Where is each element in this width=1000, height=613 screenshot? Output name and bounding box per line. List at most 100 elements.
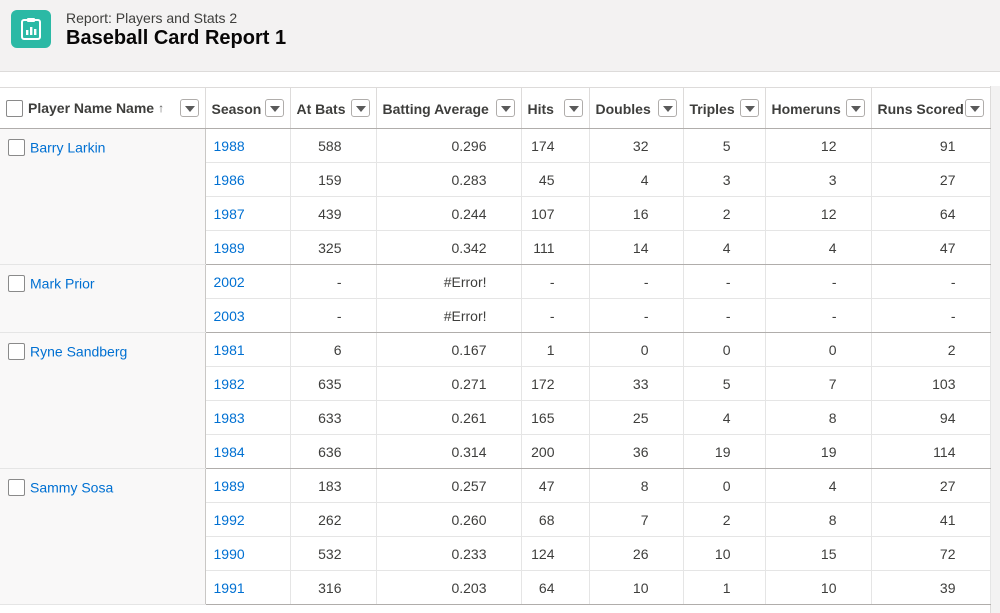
cell-homeruns: 3: [765, 162, 872, 197]
cell-runs: 39: [871, 570, 991, 605]
cell-runs: 72: [871, 536, 991, 571]
cell-triples: 19: [683, 434, 766, 469]
column-menu-chevron-down-icon[interactable]: [964, 99, 984, 117]
cell-at-bats: 325: [290, 230, 377, 265]
cell-avg: 0.203: [376, 570, 522, 605]
column-header-homeruns[interactable]: Homeruns: [765, 87, 872, 129]
table-row: 1982 635 0.271 172 33 5 7 103: [0, 366, 991, 401]
column-menu-chevron-down-icon[interactable]: [350, 99, 370, 117]
table-row: Mark Prior 2002- #Error! - - - - -: [0, 264, 991, 333]
row-checkbox[interactable]: [8, 478, 25, 496]
column-menu-chevron-down-icon[interactable]: [845, 99, 865, 117]
column-header-hits[interactable]: Hits: [521, 87, 590, 129]
cell-hits: -: [521, 298, 590, 333]
column-header-avg[interactable]: Batting Average: [376, 87, 522, 129]
player-name-link[interactable]: Sammy Sosa: [30, 479, 114, 496]
player-group-cell: Sammy Sosa: [0, 468, 206, 605]
season-link[interactable]: 1989: [205, 230, 291, 265]
table-row: 2003- #Error! - - - - -: [0, 298, 991, 333]
cell-avg: 0.257: [376, 468, 522, 503]
season-link[interactable]: 1981: [205, 332, 291, 367]
season-link[interactable]: 1987: [205, 196, 291, 231]
cell-runs: 64: [871, 196, 991, 231]
report-icon: [11, 10, 51, 48]
column-header-doubles[interactable]: Doubles: [589, 87, 684, 129]
season-link[interactable]: 2003: [205, 298, 291, 333]
sort-ascending-icon[interactable]: ↑: [158, 101, 165, 116]
cell-homeruns: 12: [765, 196, 872, 231]
cell-doubles: 10: [589, 570, 684, 605]
cell-doubles: 26: [589, 536, 684, 571]
player-name-link[interactable]: Ryne Sandberg: [30, 343, 128, 360]
season-link[interactable]: 1990: [205, 536, 291, 571]
cell-doubles: 14: [589, 230, 684, 265]
column-menu-chevron-down-icon[interactable]: [264, 99, 284, 117]
cell-triples: -: [683, 264, 766, 299]
column-menu-chevron-down-icon[interactable]: [657, 99, 677, 117]
cell-hits: 111: [521, 230, 590, 265]
column-header-label: Homeruns: [771, 100, 841, 117]
cell-at-bats: 183: [290, 468, 377, 503]
season-link[interactable]: 1988: [205, 128, 291, 163]
cell-doubles: 36: [589, 434, 684, 469]
cell-at-bats: 439: [290, 196, 377, 231]
cell-avg: 0.233: [376, 536, 522, 571]
season-link[interactable]: 1984: [205, 434, 291, 469]
cell-hits: 165: [521, 400, 590, 435]
cell-hits: 68: [521, 502, 590, 537]
cell-avg: #Error!: [376, 298, 522, 333]
column-menu-chevron-down-icon[interactable]: [179, 99, 199, 117]
table-row: 1984 636 0.314 200 36 19 19 114: [0, 434, 991, 469]
vertical-scrollbar[interactable]: [990, 86, 1000, 613]
report-subtitle: Report: Players and Stats 2: [66, 10, 238, 26]
cell-avg: 0.283: [376, 162, 522, 197]
season-link[interactable]: 2002: [205, 264, 291, 299]
column-header-label: Batting Average: [382, 100, 489, 117]
row-checkbox[interactable]: [8, 342, 25, 360]
cell-runs: -: [871, 298, 991, 333]
column-header-at-bats[interactable]: At Bats: [290, 87, 377, 129]
table-row: Sammy Sosa 1989 183 0.257 47 8 0 4 27: [0, 468, 991, 605]
column-header-season[interactable]: Season: [205, 87, 291, 129]
season-link[interactable]: 1992: [205, 502, 291, 537]
cell-doubles: 0: [589, 332, 684, 367]
table-row: 1992 262 0.260 68 7 2 8 41: [0, 502, 991, 537]
season-link[interactable]: 1991: [205, 570, 291, 605]
table-row: 1990 532 0.233 124 26 10 15 72: [0, 536, 991, 571]
cell-runs: 47: [871, 230, 991, 265]
cell-hits: 172: [521, 366, 590, 401]
cell-triples: 5: [683, 128, 766, 163]
cell-triples: 10: [683, 536, 766, 571]
cell-doubles: -: [589, 264, 684, 299]
cell-runs: -: [871, 264, 991, 299]
cell-triples: 2: [683, 196, 766, 231]
player-group-cell: Mark Prior: [0, 264, 206, 333]
report-table: Player Name Name ↑ Season At Bats Batting Av…: [0, 87, 991, 605]
season-link[interactable]: 1983: [205, 400, 291, 435]
season-link[interactable]: 1989: [205, 468, 291, 503]
table-row: 1991 316 0.203 64 10 1 10 39: [0, 570, 991, 605]
row-checkbox[interactable]: [8, 138, 25, 156]
cell-hits: -: [521, 264, 590, 299]
cell-doubles: 16: [589, 196, 684, 231]
select-all-checkbox[interactable]: [6, 99, 23, 117]
player-group-cell: Ryne Sandberg: [0, 332, 206, 469]
column-header-player[interactable]: Player Name Name ↑: [0, 87, 206, 129]
cell-triples: 4: [683, 230, 766, 265]
cell-avg: 0.260: [376, 502, 522, 537]
player-name-link[interactable]: Mark Prior: [30, 275, 95, 292]
column-header-triples[interactable]: Triples: [683, 87, 766, 129]
cell-at-bats: 588: [290, 128, 377, 163]
season-link[interactable]: 1986: [205, 162, 291, 197]
column-header-runs[interactable]: Runs Scored: [871, 87, 991, 129]
column-header-label: Triples: [689, 100, 735, 117]
cell-homeruns: 12: [765, 128, 872, 163]
column-menu-chevron-down-icon[interactable]: [739, 99, 759, 117]
cell-doubles: 4: [589, 162, 684, 197]
season-link[interactable]: 1982: [205, 366, 291, 401]
column-menu-chevron-down-icon[interactable]: [495, 99, 515, 117]
player-name-link[interactable]: Barry Larkin: [30, 139, 106, 156]
column-menu-chevron-down-icon[interactable]: [563, 99, 583, 117]
row-checkbox[interactable]: [8, 274, 25, 292]
report-header: Report: Players and Stats 2 Baseball Car…: [0, 0, 1000, 72]
